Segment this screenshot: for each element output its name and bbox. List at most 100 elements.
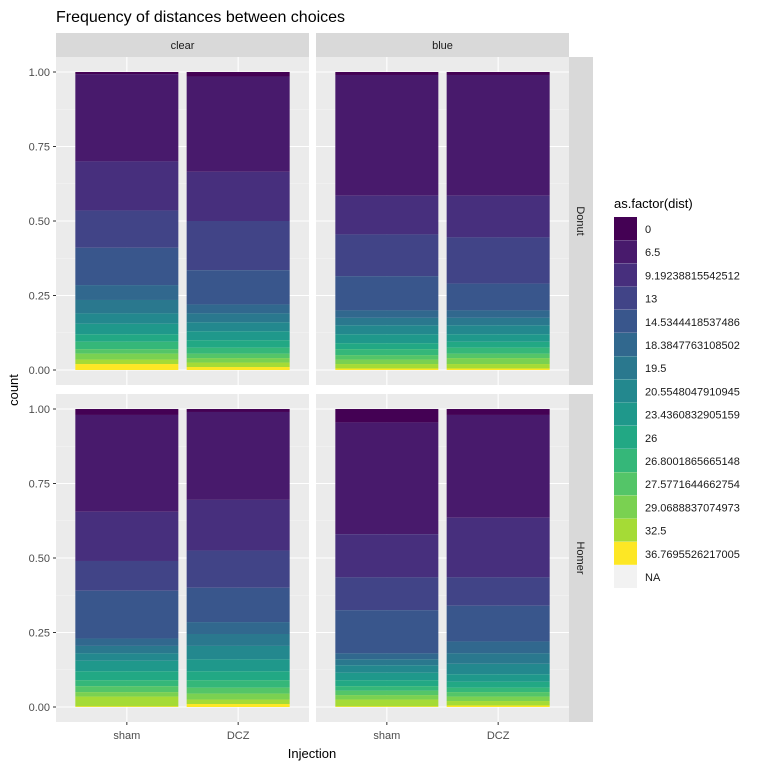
bar-segment-sham-23.4360832905159 [335, 334, 439, 344]
bar-segment-sham-36.7695526217005 [335, 706, 439, 707]
bar-segment-sham-9.19238815542512 [75, 511, 179, 561]
bar-segment-DCZ-20.5548047910945 [186, 322, 290, 332]
bar-segment-DCZ-20.5548047910945 [446, 663, 550, 675]
bar-segment-sham-27.5771644662754 [335, 355, 439, 360]
legend-label-9.19238815542512: 9.19238815542512 [645, 270, 740, 282]
bar-segment-DCZ-23.4360832905159 [446, 334, 550, 342]
bar-segment-sham-0 [75, 409, 179, 415]
bar-segment-DCZ-26.8001865665148 [186, 680, 290, 688]
bar-segment-DCZ-13 [186, 221, 290, 271]
legend-key-18.3847763108502 [614, 333, 637, 356]
legend-title: as.factor(dist) [614, 196, 693, 211]
bar-segment-DCZ-6.5 [446, 414, 550, 518]
bar-segment-sham-26.8001865665148 [75, 680, 179, 687]
facet-strip-label-Donut: Donut [574, 206, 586, 235]
x-tick-label-sham: sham [113, 730, 140, 742]
bar-segment-DCZ-13 [186, 550, 290, 588]
bar-segment-DCZ-29.0688837074973 [186, 358, 290, 363]
bar-segment-DCZ-18.3847763108502 [186, 622, 290, 634]
bar-segment-DCZ-29.0688837074973 [186, 693, 290, 700]
facet-strip-Homer [569, 394, 593, 722]
bar-segment-sham-27.5771644662754 [335, 690, 439, 696]
bar-segment-DCZ-0 [186, 409, 290, 412]
bar-segment-DCZ-23.4360832905159 [186, 331, 290, 341]
legend-label-14.5344418537486: 14.5344418537486 [645, 317, 740, 329]
bar-segment-sham-36.7695526217005 [335, 368, 439, 370]
y-tick-label: 0.00 [29, 365, 50, 377]
bar-segment-sham-23.4360832905159 [75, 660, 179, 672]
bar-segment-DCZ-13 [446, 577, 550, 606]
legend-label-36.7695526217005: 36.7695526217005 [645, 549, 740, 561]
legend-label-32.5: 32.5 [645, 526, 666, 538]
bar-segment-DCZ-9.19238815542512 [446, 195, 550, 238]
y-tick-label: 0.50 [29, 553, 50, 565]
x-tick-label-DCZ: DCZ [227, 730, 250, 742]
bar-segment-DCZ-26 [446, 341, 550, 348]
bar-segment-sham-32.5 [335, 364, 439, 369]
bar-segment-sham-29.0688837074973 [335, 695, 439, 700]
legend-label-NA: NA [645, 572, 661, 584]
bar-segment-DCZ-26 [186, 671, 290, 681]
bar-segment-DCZ-6.5 [186, 411, 290, 500]
bar-segment-DCZ-6.5 [186, 76, 290, 172]
bar-segment-DCZ-27.5771644662754 [186, 687, 290, 694]
bar-segment-DCZ-27.5771644662754 [186, 353, 290, 359]
legend-key-36.7695526217005 [614, 541, 637, 565]
bar-segment-DCZ-27.5771644662754 [446, 353, 550, 359]
bar-segment-sham-20.5548047910945 [335, 325, 439, 335]
panel-clear-Homer: 0.00 0.25 0.50 0.75 1.00 sham DCZ [29, 394, 309, 742]
bar-segment-sham-20.5548047910945 [75, 653, 179, 661]
bar-segment-sham-9.19238815542512 [335, 534, 439, 578]
bar-segment-DCZ-14.5344418537486 [446, 283, 550, 311]
bar-segment-DCZ-0 [186, 72, 290, 77]
bar-segment-DCZ-9.19238815542512 [446, 517, 550, 578]
bar-segment-DCZ-32.5 [446, 701, 550, 706]
bar-segment-DCZ-18.3847763108502 [446, 641, 550, 654]
legend-key-0 [614, 217, 637, 240]
bar-segment-DCZ-26 [186, 340, 290, 348]
legend-key-13 [614, 286, 637, 310]
bar-segment-sham-26.8001865665148 [75, 341, 179, 350]
legend-label-27.5771644662754: 27.5771644662754 [645, 479, 740, 491]
bar-segment-sham-20.5548047910945 [75, 313, 179, 324]
legend-label-6.5: 6.5 [645, 247, 660, 259]
bar-segment-DCZ-32.5 [186, 699, 290, 705]
facet-strip-label-Homer: Homer [574, 541, 586, 574]
legend-key-23.4360832905159 [614, 402, 637, 426]
bar-segment-sham-29.0688837074973 [75, 692, 179, 697]
bar-segment-DCZ-19.5 [186, 313, 290, 323]
bar-segment-sham-13 [335, 234, 439, 277]
bar-segment-sham-0 [335, 409, 439, 423]
bar-segment-DCZ-20.5548047910945 [186, 645, 290, 660]
bar-segment-DCZ-13 [446, 237, 550, 284]
bar-segment-sham-19.5 [335, 317, 439, 326]
x-tick-label-DCZ: DCZ [487, 730, 510, 742]
bar-segment-DCZ-20.5548047910945 [446, 325, 550, 335]
bar-segment-sham-9.19238815542512 [335, 195, 439, 235]
x-tick-label-sham: sham [373, 730, 400, 742]
legend-label-26: 26 [645, 433, 657, 445]
y-tick-label: 0.75 [29, 142, 50, 154]
bar-segment-sham-6.5 [75, 74, 179, 162]
bar-segment-sham-23.4360832905159 [75, 323, 179, 335]
x-axis-title: Injection [288, 746, 336, 761]
panel-blue-Homer: sham DCZ [316, 394, 569, 742]
bar-segment-sham-13 [335, 577, 439, 611]
bar-segment-DCZ-23.4360832905159 [186, 659, 290, 672]
y-tick-label: 1.00 [29, 67, 50, 79]
bar-segment-DCZ-19.5 [446, 317, 550, 326]
facet-strip-Donut [569, 57, 593, 385]
bar-segment-DCZ-0 [446, 409, 550, 415]
bar-segment-DCZ-26 [446, 681, 550, 688]
legend-key-NA [614, 565, 637, 588]
bar-segment-DCZ-26.8001865665148 [186, 347, 290, 354]
legend-key-32.5 [614, 518, 637, 542]
legend-label-26.8001865665148: 26.8001865665148 [645, 456, 740, 468]
legend-key-6.5 [614, 240, 637, 264]
bar-segment-DCZ-27.5771644662754 [446, 692, 550, 697]
panel-clear-Donut: 0.00 0.25 0.50 0.75 1.00 [29, 57, 309, 385]
bar-segment-sham-0 [75, 72, 179, 75]
legend-key-26 [614, 425, 637, 449]
legend-label-23.4360832905159: 23.4360832905159 [645, 410, 740, 422]
bar-segment-sham-26.8001865665148 [335, 349, 439, 356]
